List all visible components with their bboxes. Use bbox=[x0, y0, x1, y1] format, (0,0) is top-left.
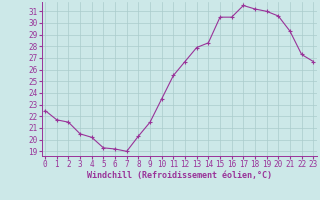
X-axis label: Windchill (Refroidissement éolien,°C): Windchill (Refroidissement éolien,°C) bbox=[87, 171, 272, 180]
